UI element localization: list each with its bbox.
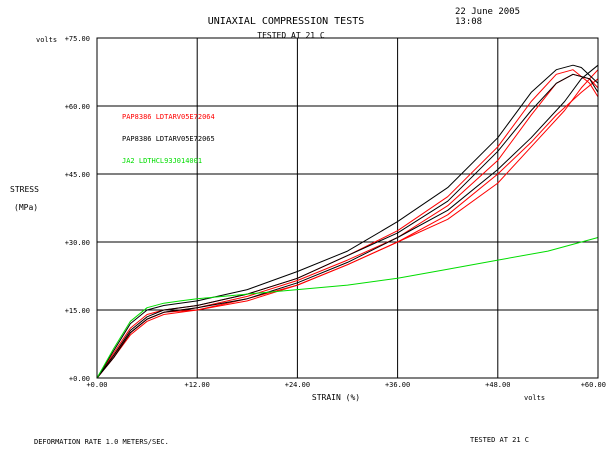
y-tick-labels: +0.00 +15.00 +30.00 +45.00 +60.00 +75.00 — [65, 35, 90, 383]
chart-title: UNIAXIAL COMPRESSION TESTS — [208, 16, 365, 27]
footer-deformation-rate: DEFORMATION RATE 1.0 METERS/SEC. — [34, 438, 169, 446]
x-tick-labels: +0.00 +12.00 +24.00 +36.00 +48.00 +60.00 — [86, 381, 606, 389]
date-label: 22 June 2005 — [455, 7, 520, 17]
x-tick-label: +12.00 — [185, 381, 210, 389]
series-line-6 — [96, 64, 599, 379]
y-tick-label: +0.00 — [69, 375, 90, 383]
footer-tested-at: TESTED AT 21 C — [470, 436, 529, 444]
y-axis-label-unit: (MPa) — [14, 203, 38, 212]
legend-item: PAP8386 LDTARV05E72064 — [122, 113, 215, 121]
time-label: 13:08 — [455, 17, 482, 27]
x-tick-label: +60.00 — [581, 381, 606, 389]
y-tick-label: +30.00 — [65, 239, 90, 247]
y-tick-label: +75.00 — [65, 35, 90, 43]
y-tick-label: +60.00 — [65, 103, 90, 111]
y-unit-tag: volts — [36, 36, 57, 44]
plot-frame — [96, 37, 599, 379]
series-lines — [96, 64, 599, 379]
y-axis-label-stress: STRESS — [10, 185, 39, 194]
series-line-4 — [96, 64, 599, 379]
y-tick-label: +45.00 — [65, 171, 90, 179]
x-tick-label: +48.00 — [485, 381, 510, 389]
y-tick-label: +15.00 — [65, 307, 90, 315]
x-axis-label: STRAIN (%) — [312, 393, 360, 402]
x-unit-tag: volts — [524, 394, 545, 402]
series-line-7 — [96, 237, 599, 379]
x-tick-label: +24.00 — [285, 381, 310, 389]
chart-subtitle: TESTED AT 21 C — [257, 31, 325, 40]
legend-item: JA2 LDTHCL93J014001 — [122, 157, 202, 165]
series-line-5 — [96, 73, 599, 379]
x-tick-label: +36.00 — [385, 381, 410, 389]
legend: PAP8386 LDTARV05E72064 PAP8386 LDTARV05E7… — [122, 113, 215, 165]
legend-item: PAP8386 LDTARV05E72065 — [122, 135, 215, 143]
x-tick-label: +0.00 — [86, 381, 107, 389]
